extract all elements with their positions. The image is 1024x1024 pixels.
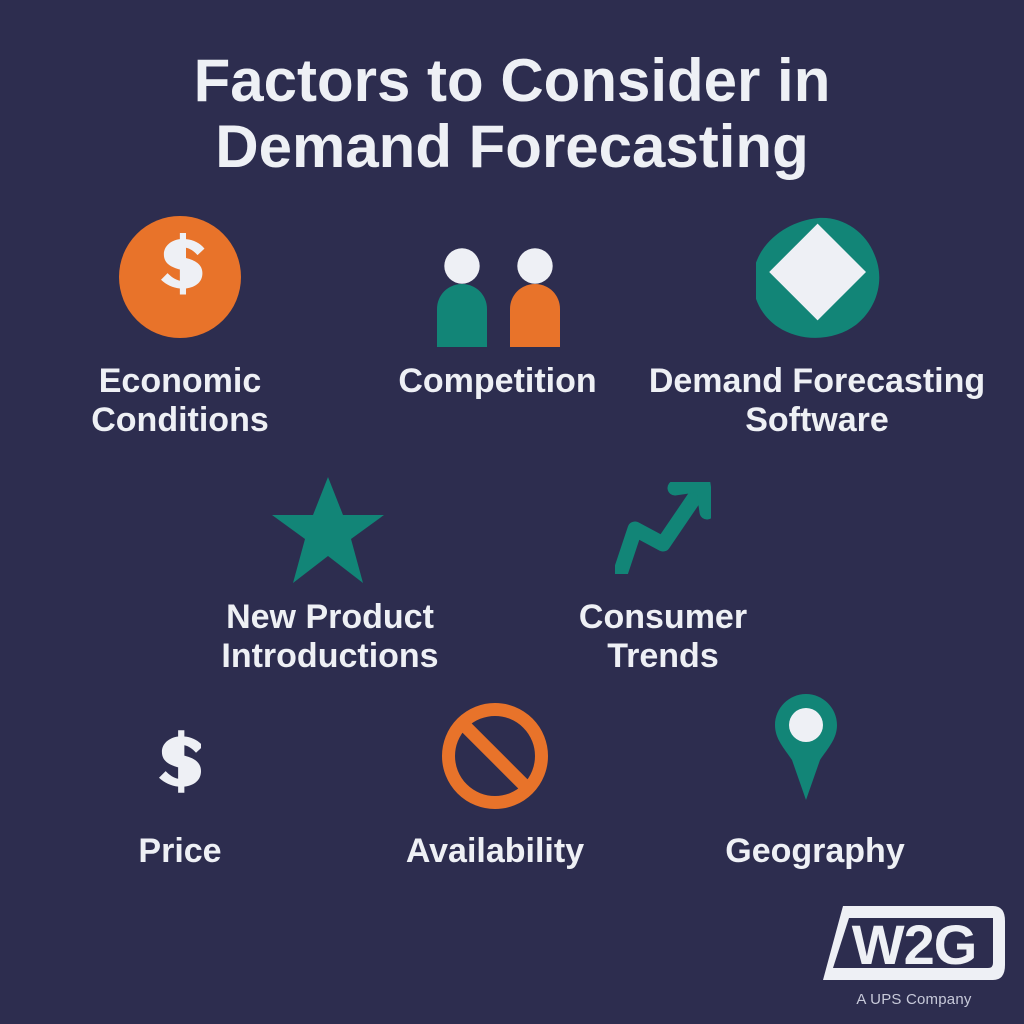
- svg-text:W2G: W2G: [852, 913, 977, 976]
